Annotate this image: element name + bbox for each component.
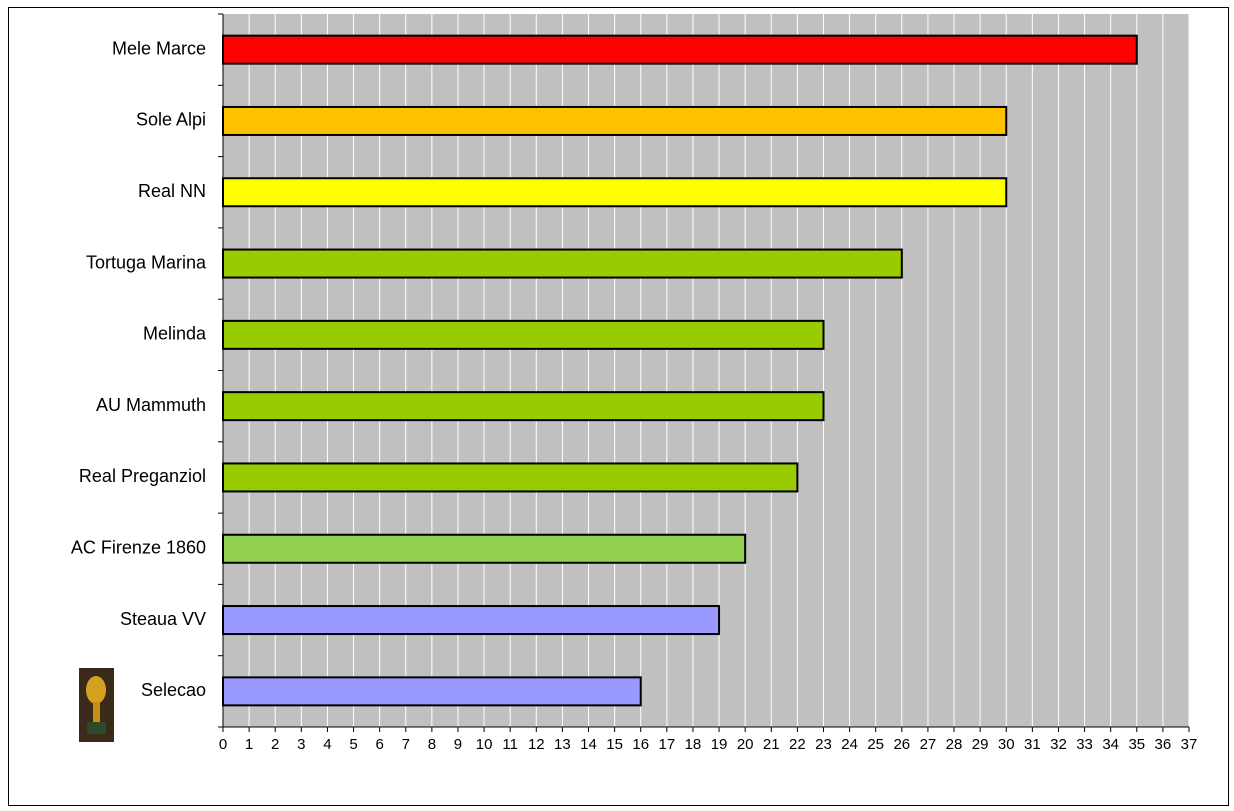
bar bbox=[222, 105, 1008, 136]
bar bbox=[222, 319, 825, 350]
x-tick-label: 27 bbox=[920, 736, 937, 753]
x-tick-label: 33 bbox=[1076, 736, 1093, 753]
bar bbox=[222, 391, 825, 422]
y-tick-label: Mele Marce bbox=[112, 38, 206, 58]
bar bbox=[222, 177, 1008, 208]
x-tick-label: 31 bbox=[1024, 736, 1041, 753]
x-tick-label: 13 bbox=[554, 736, 571, 753]
x-tick-label: 21 bbox=[763, 736, 780, 753]
x-tick-label: 5 bbox=[349, 736, 357, 753]
x-tick-label: 26 bbox=[893, 736, 910, 753]
x-tick-label: 10 bbox=[476, 736, 493, 753]
x-tick-label: 3 bbox=[297, 736, 305, 753]
x-tick-label: 2 bbox=[271, 736, 279, 753]
x-tick-label: 14 bbox=[580, 736, 597, 753]
bar bbox=[222, 462, 799, 493]
y-tick-label: Real NN bbox=[138, 181, 206, 201]
bar bbox=[222, 605, 721, 636]
x-tick-label: 20 bbox=[737, 736, 754, 753]
y-tick-label: Steaua VV bbox=[120, 609, 206, 629]
bar bbox=[222, 248, 903, 279]
x-tick-label: 11 bbox=[502, 736, 518, 753]
trophy-icon bbox=[79, 668, 114, 742]
x-tick-label: 35 bbox=[1128, 736, 1145, 753]
y-tick-label: Tortuga Marina bbox=[86, 252, 207, 272]
x-tick-label: 29 bbox=[972, 736, 989, 753]
y-tick-label: Selecao bbox=[141, 680, 206, 700]
y-tick-label: AU Mammuth bbox=[96, 395, 206, 415]
y-tick-label: Melinda bbox=[143, 324, 207, 344]
x-tick-label: 6 bbox=[375, 736, 383, 753]
x-tick-label: 15 bbox=[606, 736, 623, 753]
x-tick-label: 19 bbox=[711, 736, 728, 753]
x-tick-label: 16 bbox=[632, 736, 649, 753]
bar bbox=[222, 676, 642, 707]
y-tick-label: Real Preganziol bbox=[79, 466, 206, 486]
x-tick-label: 18 bbox=[685, 736, 702, 753]
x-tick-label: 30 bbox=[998, 736, 1015, 753]
x-tick-label: 32 bbox=[1050, 736, 1067, 753]
y-tick-label: Sole Alpi bbox=[136, 110, 206, 130]
x-tick-label: 34 bbox=[1102, 736, 1119, 753]
x-tick-label: 28 bbox=[946, 736, 963, 753]
x-tick-label: 36 bbox=[1155, 736, 1172, 753]
x-tick-label: 22 bbox=[789, 736, 806, 753]
x-tick-label: 8 bbox=[428, 736, 436, 753]
x-tick-label: 37 bbox=[1181, 736, 1198, 753]
x-tick-label: 17 bbox=[658, 736, 675, 753]
x-tick-label: 23 bbox=[815, 736, 832, 753]
x-tick-label: 12 bbox=[528, 736, 545, 753]
x-tick-label: 1 bbox=[245, 736, 253, 753]
x-tick-label: 0 bbox=[219, 736, 227, 753]
x-tick-label: 25 bbox=[867, 736, 884, 753]
x-tick-label: 4 bbox=[323, 736, 331, 753]
bar bbox=[222, 533, 747, 564]
bar bbox=[222, 34, 1138, 65]
y-tick-label: AC Firenze 1860 bbox=[71, 538, 206, 558]
x-tick-label: 9 bbox=[454, 736, 462, 753]
x-tick-label: 7 bbox=[402, 736, 410, 753]
x-tick-label: 24 bbox=[841, 736, 858, 753]
